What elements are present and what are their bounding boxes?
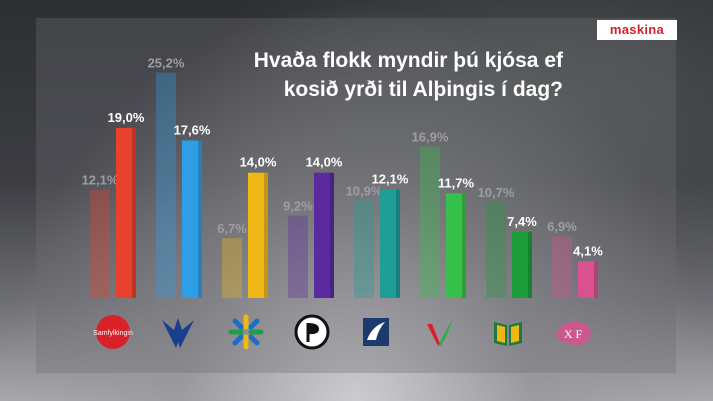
v-check-logo <box>420 312 460 352</box>
bar-current-shade-1 <box>198 140 202 298</box>
pirate-flag-logo <box>292 312 332 352</box>
chart-title: Hvaða flokk myndir þú kjósa ef kosið yrð… <box>254 46 563 104</box>
bar-current-3 <box>314 172 334 298</box>
label-current-7: 4,1% <box>573 243 603 258</box>
label-prev-5: 16,9% <box>412 130 449 145</box>
maskina-logo: maskina <box>597 20 677 40</box>
bar-prev-4 <box>354 200 374 298</box>
bar-current-1 <box>182 140 202 298</box>
bar-prev-0 <box>90 189 110 298</box>
bar-prev-1 <box>156 72 176 299</box>
bar-current-shade-5 <box>462 193 466 298</box>
bar-current-6 <box>512 231 532 298</box>
label-prev-1: 25,2% <box>148 55 185 70</box>
samfylkingin-logo: Samfylkingin <box>93 312 133 352</box>
vidreisn-logo <box>356 312 396 352</box>
flokkur-folksins-logo: X F <box>548 312 598 352</box>
bar-current-7 <box>578 261 598 298</box>
bar-prev-6 <box>486 202 506 298</box>
label-prev-6: 10,7% <box>478 185 515 200</box>
chart-title-line-2: kosið yrði til Alþingis í dag? <box>283 78 563 101</box>
bar-current-shade-2 <box>264 172 268 298</box>
chart-title-line-1: Hvaða flokk myndir þú kjósa ef <box>253 49 563 72</box>
label-current-5: 11,7% <box>438 175 475 190</box>
label-current-4: 12,1% <box>372 172 409 187</box>
label-current-3: 14,0% <box>306 155 343 170</box>
label-current-2: 14,0% <box>240 155 277 170</box>
chart-panel <box>36 18 676 373</box>
label-prev-7: 6,9% <box>547 219 577 234</box>
book-logo <box>488 312 528 352</box>
bar-current-2 <box>248 172 268 298</box>
label-current-0: 19,0% <box>108 110 145 125</box>
bar-current-shade-4 <box>396 189 400 298</box>
bar-current-shade-7 <box>594 261 598 298</box>
label-prev-3: 9,2% <box>283 199 313 214</box>
label-current-6: 7,4% <box>507 214 537 229</box>
bar-current-shade-6 <box>528 231 532 298</box>
bar-prev-5 <box>420 146 440 298</box>
bar-prev-7 <box>552 236 572 298</box>
bar-current-shade-3 <box>330 172 334 298</box>
snowflake-logo <box>226 312 266 352</box>
label-prev-4: 10,9% <box>346 183 383 198</box>
bar-current-0 <box>116 127 136 298</box>
bar-current-shade-0 <box>132 127 136 298</box>
bar-current-5 <box>446 193 466 298</box>
label-prev-0: 12,1% <box>82 173 119 188</box>
bar-prev-3 <box>288 215 308 298</box>
svg-text:Samfylkingin: Samfylkingin <box>93 330 133 337</box>
bar-prev-2 <box>222 238 242 298</box>
label-current-1: 17,6% <box>174 122 211 137</box>
label-prev-2: 6,7% <box>217 221 247 236</box>
falcon-logo <box>158 312 198 352</box>
bar-current-4 <box>380 189 400 298</box>
svg-text:X F: X F <box>564 327 583 341</box>
